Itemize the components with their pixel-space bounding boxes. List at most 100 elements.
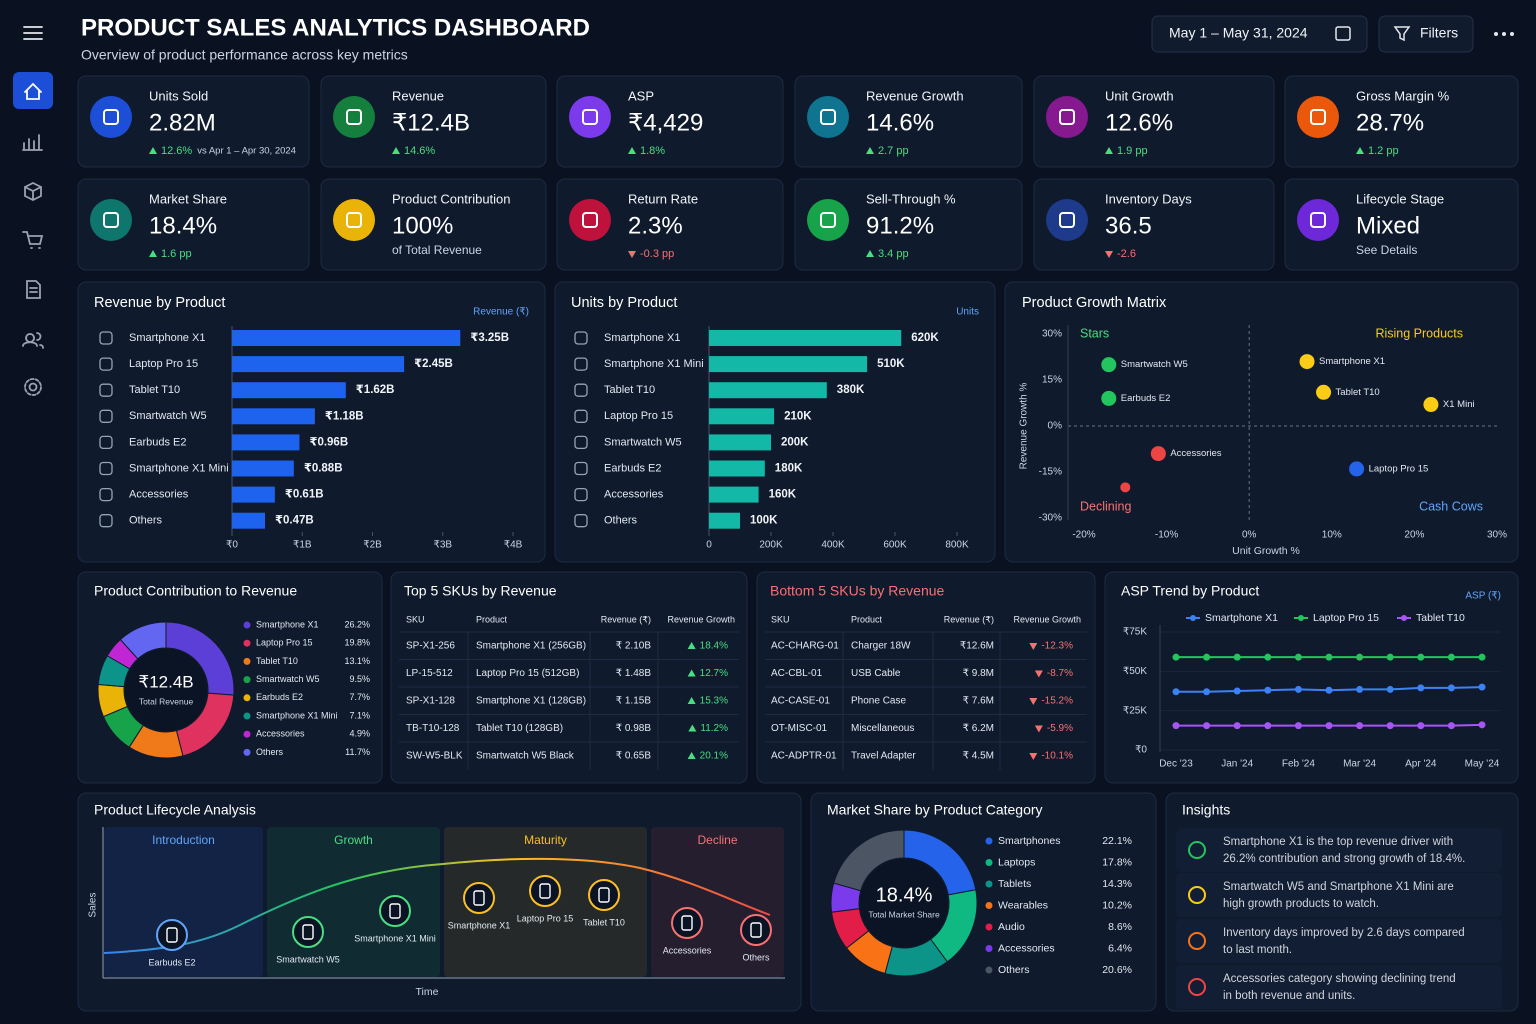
legend-value: 13.1% [344, 656, 370, 666]
x-tick-label: ₹0 [226, 540, 238, 551]
nav-home[interactable] [24, 82, 42, 100]
nav-customers[interactable] [22, 332, 44, 349]
kpi-label: Gross Margin % [1356, 88, 1450, 103]
axis-label: Revenue (₹) [473, 307, 529, 318]
axis-label: Units [956, 307, 979, 318]
cell: SP-X1-128 [406, 696, 455, 707]
insight-icon [1188, 978, 1206, 996]
data-label: 510K [877, 358, 905, 370]
nav-products[interactable] [24, 181, 42, 202]
legend-dot [243, 712, 251, 720]
sidebar [13, 26, 53, 396]
x-tick-label: ₹3B [433, 540, 452, 551]
panel [1284, 178, 1519, 271]
stage-label: Introduction [152, 833, 215, 847]
growth-cell: 18.4% [700, 641, 728, 652]
kpi-label: Revenue Growth [866, 88, 964, 103]
x-tick-label: May '24 [1465, 759, 1500, 770]
data-label: 200K [781, 436, 809, 448]
data-label: 210K [784, 410, 812, 422]
x-tick-label: 600K [883, 540, 907, 551]
category-label: Smartwatch W5 [129, 410, 207, 422]
filters-button[interactable] [1378, 15, 1474, 53]
legend-dot [1190, 615, 1196, 621]
data-label: ₹0.96B [309, 436, 348, 448]
nav-orders[interactable] [22, 231, 44, 249]
legend-label: Audio [998, 921, 1025, 933]
trend-arrow [628, 251, 636, 258]
growth-cell: -10.1% [1041, 751, 1073, 762]
cell: AC-CHARG-01 [771, 641, 839, 652]
x-tick-label: 0 [706, 540, 712, 551]
data-label: 380K [837, 384, 865, 396]
bar [232, 382, 346, 399]
bar [232, 460, 294, 477]
point [1356, 722, 1364, 730]
nav-settings[interactable] [28, 382, 38, 392]
legend-label: Laptop Pro 15 [1313, 612, 1379, 624]
legend-dot [243, 694, 251, 702]
point [1349, 461, 1365, 477]
slice [119, 621, 167, 660]
cell: ₹ 4.5M [963, 751, 994, 762]
nav-settings-ring[interactable] [24, 378, 42, 396]
point [1447, 684, 1455, 692]
insight-icon [1188, 841, 1206, 859]
kpi-icon [333, 96, 375, 138]
cell: Smartphone X1 (128GB) [476, 696, 586, 707]
data-label: 100K [750, 515, 778, 527]
nav-home-bg[interactable] [13, 72, 53, 109]
point-label: Laptop Pro 15 [1369, 463, 1429, 474]
nav-reports[interactable] [26, 280, 41, 299]
cell: SP-X1-256 [406, 641, 455, 652]
page-title: PRODUCT SALES ANALYTICS DASHBOARD [81, 14, 590, 41]
category-label: Laptop Pro 15 [604, 410, 673, 422]
category-icon [574, 409, 588, 423]
more-menu[interactable] [1494, 32, 1514, 36]
data-label: ₹1.18B [325, 410, 364, 422]
y-tick-label: -15% [1039, 467, 1062, 478]
kpi-icon-glyph [1310, 109, 1326, 125]
category-icon [574, 383, 588, 397]
panel [1104, 571, 1519, 784]
kpi-value: 18.4% [149, 212, 217, 239]
kpi-icon-glyph [820, 212, 836, 228]
panel [1004, 281, 1519, 563]
point [1172, 688, 1180, 696]
filters-label[interactable]: Filters [1420, 25, 1458, 41]
menu-icon[interactable] [23, 26, 43, 40]
date-range[interactable]: May 1 – May 31, 2024 [1169, 25, 1308, 41]
point [1203, 688, 1211, 696]
nav-analytics[interactable] [22, 134, 43, 151]
bar [232, 486, 275, 503]
insight-text: Inventory days improved by 2.6 days comp… [1223, 927, 1465, 939]
point [1386, 722, 1394, 730]
point [1325, 722, 1333, 730]
kpi-icon [569, 96, 611, 138]
product-glyph [389, 903, 401, 919]
trend-arrow [687, 752, 696, 759]
date-picker[interactable] [1151, 15, 1368, 53]
cell: TB-T10-128 [406, 723, 460, 734]
legend-dot [985, 945, 993, 952]
category-label: Tablet T10 [129, 384, 180, 396]
x-tick-label: 20% [1404, 530, 1424, 541]
table-title: Bottom 5 SKUs by Revenue [770, 583, 945, 599]
legend-dot [243, 639, 251, 647]
cell: Travel Adapter [851, 751, 916, 762]
legend-dot [985, 923, 993, 931]
panel-title: Insights [1182, 802, 1230, 818]
y-tick-label: ₹50K [1123, 666, 1147, 677]
legend-dot [985, 837, 993, 845]
trend-arrow [1105, 251, 1113, 258]
category-icon [99, 487, 113, 502]
growth-cell: 11.2% [700, 723, 728, 734]
point [1447, 722, 1455, 730]
legend-label: Others [998, 964, 1030, 976]
point [1203, 722, 1211, 730]
bar [709, 356, 868, 373]
insight-text: Smartwatch W5 and Smartphone X1 Mini are [1223, 881, 1454, 893]
slice [833, 829, 905, 892]
cell: ₹ 0.65B [616, 751, 652, 762]
insight-row [1176, 873, 1502, 917]
